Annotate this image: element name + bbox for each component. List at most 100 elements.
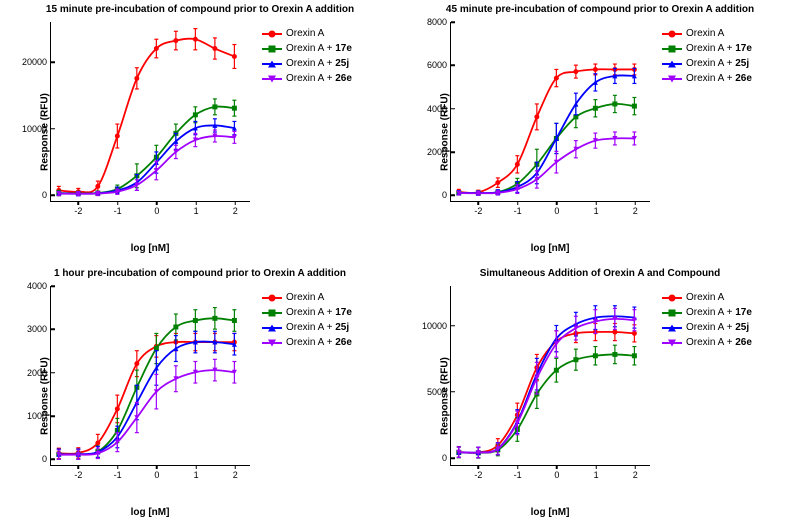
legend-label: Orexin A + 25j (286, 58, 349, 69)
y-tick: 0 (42, 454, 51, 464)
legend-item: Orexin A (262, 26, 352, 41)
legend-swatch (662, 322, 682, 334)
y-tick: 0 (42, 190, 51, 200)
legend-label: Orexin A + 25j (686, 58, 749, 69)
legend-swatch (262, 73, 282, 85)
legend-swatch (262, 322, 282, 334)
legend-label: Orexin A + 26e (286, 337, 352, 348)
legend: Orexin A Orexin A + 17e Orexin A + 25j Orex… (262, 26, 352, 86)
legend-item: Orexin A (662, 290, 752, 305)
x-tick: -1 (114, 465, 122, 480)
legend-item: Orexin A + 26e (662, 71, 752, 86)
panel-p15: 15 minute pre-incubation of compound pri… (0, 0, 400, 264)
x-axis-label: log [nM] (450, 243, 650, 254)
x-tick: 1 (594, 465, 599, 480)
x-tick: 0 (554, 201, 559, 216)
x-tick: -2 (474, 201, 482, 216)
legend-swatch (262, 307, 282, 319)
legend-swatch (262, 292, 282, 304)
panel-title: 15 minute pre-incubation of compound pri… (0, 4, 400, 15)
legend-item: Orexin A (262, 290, 352, 305)
y-tick: 8000 (427, 17, 451, 27)
legend-swatch (662, 307, 682, 319)
x-tick: -1 (514, 465, 522, 480)
panel-title: Simultaneous Addition of Orexin A and Co… (400, 268, 800, 279)
x-tick: -2 (74, 465, 82, 480)
legend-swatch (662, 292, 682, 304)
y-tick: 6000 (427, 60, 451, 70)
x-tick: 1 (594, 201, 599, 216)
y-tick: 0 (442, 453, 451, 463)
x-tick: -2 (74, 201, 82, 216)
legend-label: Orexin A (286, 28, 324, 39)
legend-swatch (662, 43, 682, 55)
legend-label: Orexin A + 26e (686, 337, 752, 348)
legend-swatch (262, 28, 282, 40)
legend-item: Orexin A + 25j (662, 56, 752, 71)
legend-label: Orexin A + 25j (686, 322, 749, 333)
legend: Orexin A Orexin A + 17e Orexin A + 25j Orex… (662, 26, 752, 86)
legend-swatch (662, 73, 682, 85)
panel-p60: 1 hour pre-incubation of compound prior … (0, 264, 400, 528)
x-axis-label: log [nM] (50, 243, 250, 254)
x-tick: 1 (194, 201, 199, 216)
x-tick: 0 (154, 465, 159, 480)
legend-item: Orexin A + 26e (662, 335, 752, 350)
legend-label: Orexin A + 17e (686, 43, 752, 54)
legend-item: Orexin A + 25j (262, 320, 352, 335)
y-tick: 10000 (422, 321, 451, 331)
x-axis-label: log [nM] (450, 507, 650, 518)
legend-item: Orexin A + 25j (662, 320, 752, 335)
y-tick: 4000 (27, 281, 51, 291)
y-tick: 20000 (22, 57, 51, 67)
legend-swatch (662, 337, 682, 349)
x-tick: 1 (194, 465, 199, 480)
x-tick: 0 (554, 465, 559, 480)
legend-swatch (662, 58, 682, 70)
legend-item: Orexin A + 26e (262, 335, 352, 350)
legend-item: Orexin A (662, 26, 752, 41)
legend-item: Orexin A + 25j (262, 56, 352, 71)
y-tick: 5000 (427, 387, 451, 397)
plot-area: 01000020000-2-1012 (50, 22, 250, 202)
legend-swatch (662, 28, 682, 40)
plot-area: 0500010000-2-1012 (450, 286, 650, 466)
legend-swatch (262, 58, 282, 70)
x-tick: -1 (114, 201, 122, 216)
x-tick: 2 (233, 201, 238, 216)
y-tick: 1000 (27, 411, 51, 421)
x-axis-label: log [nM] (50, 507, 250, 518)
figure-grid: 15 minute pre-incubation of compound pri… (0, 0, 800, 528)
plot-area: 01000200030004000-2-1012 (50, 286, 250, 466)
x-tick: -1 (514, 201, 522, 216)
panel-p45: 45 minute pre-incubation of compound pri… (400, 0, 800, 264)
x-tick: 2 (633, 201, 638, 216)
y-tick: 3000 (27, 324, 51, 334)
legend-label: Orexin A + 17e (286, 43, 352, 54)
plot-area: 02000400060008000-2-1012 (450, 22, 650, 202)
legend-label: Orexin A + 26e (686, 73, 752, 84)
legend-label: Orexin A + 25j (286, 322, 349, 333)
legend: Orexin A Orexin A + 17e Orexin A + 25j Orex… (662, 290, 752, 350)
legend-label: Orexin A (686, 292, 724, 303)
y-tick: 2000 (27, 368, 51, 378)
x-tick: 2 (233, 465, 238, 480)
legend-item: Orexin A + 17e (262, 41, 352, 56)
x-tick: -2 (474, 465, 482, 480)
y-tick: 10000 (22, 124, 51, 134)
legend-swatch (262, 43, 282, 55)
legend-label: Orexin A + 26e (286, 73, 352, 84)
legend-item: Orexin A + 17e (662, 305, 752, 320)
legend-label: Orexin A + 17e (286, 307, 352, 318)
legend-item: Orexin A + 26e (262, 71, 352, 86)
y-tick: 0 (442, 190, 451, 200)
panel-title: 1 hour pre-incubation of compound prior … (0, 268, 400, 279)
panel-psim: Simultaneous Addition of Orexin A and Co… (400, 264, 800, 528)
y-tick: 4000 (427, 104, 451, 114)
y-tick: 2000 (427, 147, 451, 157)
legend-label: Orexin A + 17e (686, 307, 752, 318)
legend-swatch (262, 337, 282, 349)
x-tick: 2 (633, 465, 638, 480)
legend: Orexin A Orexin A + 17e Orexin A + 25j Orex… (262, 290, 352, 350)
legend-item: Orexin A + 17e (662, 41, 752, 56)
